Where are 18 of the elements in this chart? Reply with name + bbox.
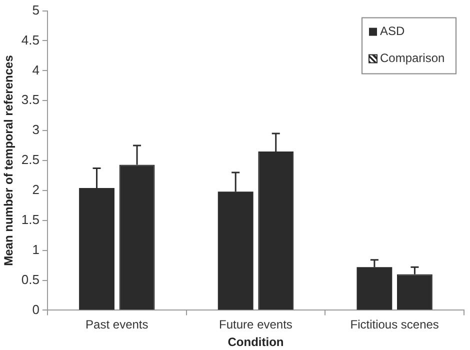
x-tick-label: Fictitious scenes [350,318,439,332]
y-tick-label: 0 [32,302,40,317]
x-tick-label: Past events [86,318,148,332]
y-tick-label: 2 [32,182,40,198]
y-tick-label: 2.5 [21,152,40,168]
y-tick-label: 5 [32,2,40,18]
y-axis-title: Mean number of temporal references [2,54,16,266]
y-tick-label: 0.5 [21,272,40,287]
legend-label: ASD [380,24,406,38]
legend-label: Comparison [380,51,445,66]
y-tick-label: 1.5 [21,212,40,227]
y-tick-label: 1 [32,242,40,257]
y-tick-label: 3.5 [21,92,40,108]
x-axis-title: Condition [228,335,284,350]
y-tick-label: 4.5 [21,32,40,48]
y-tick-label: 3 [32,122,40,138]
y-tick-label: 4 [32,62,40,78]
x-tick-label: Future events [219,318,292,332]
